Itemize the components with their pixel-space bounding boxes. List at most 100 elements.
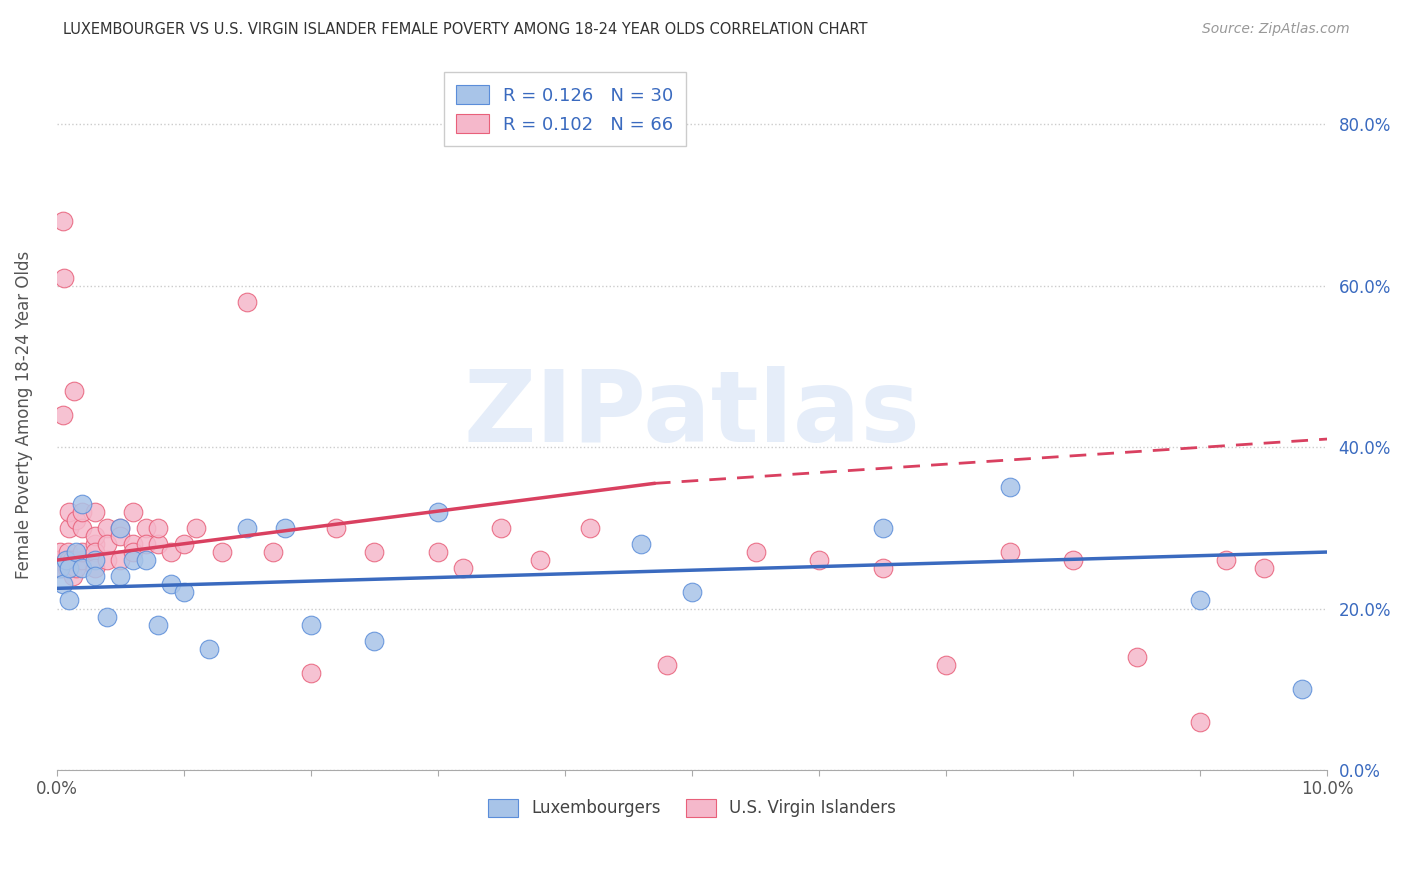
Point [363,633,385,648]
Point [53,270,76,285]
Point [325,521,347,535]
Point [262,545,284,559]
Point [121,505,143,519]
Point [51,561,73,575]
Point [426,545,449,559]
Point [681,585,703,599]
Point [65,545,87,559]
Text: Source: ZipAtlas.com: Source: ZipAtlas.com [1202,22,1350,37]
Point [108,529,131,543]
Point [83,561,105,575]
Point [46,561,69,575]
Point [655,658,678,673]
Point [236,294,259,309]
Point [998,480,1021,494]
Point [108,569,131,583]
Point [491,521,513,535]
Point [70,545,93,559]
Point [65,513,87,527]
Point [58,553,80,567]
Point [160,545,183,559]
Point [148,521,170,535]
Point [935,658,957,673]
Point [211,545,233,559]
Point [630,537,652,551]
Point [49,561,72,575]
Point [108,521,131,535]
Point [65,561,87,575]
Point [96,521,118,535]
Point [63,384,86,398]
Point [83,529,105,543]
Point [186,521,208,535]
Point [121,553,143,567]
Point [70,553,93,567]
Point [58,561,80,575]
Point [70,561,93,575]
Point [173,537,195,551]
Point [872,561,894,575]
Point [998,545,1021,559]
Point [1062,553,1084,567]
Point [808,553,831,567]
Point [1215,553,1237,567]
Point [148,617,170,632]
Point [52,214,75,228]
Point [55,561,77,575]
Point [58,505,80,519]
Text: ZIPatlas: ZIPatlas [464,367,921,463]
Point [83,537,105,551]
Point [58,561,80,575]
Point [83,545,105,559]
Point [198,641,221,656]
Point [872,521,894,535]
Point [579,521,602,535]
Point [135,553,157,567]
Point [299,666,322,681]
Point [1189,714,1212,729]
Point [58,521,80,535]
Point [70,497,93,511]
Point [1189,593,1212,607]
Point [52,408,75,422]
Point [148,537,170,551]
Point [48,553,70,567]
Point [451,561,474,575]
Point [52,577,75,591]
Point [1126,650,1149,665]
Point [56,545,79,559]
Point [108,553,131,567]
Legend: Luxembourgers, U.S. Virgin Islanders: Luxembourgers, U.S. Virgin Islanders [479,790,904,826]
Point [70,505,93,519]
Point [121,545,143,559]
Point [744,545,766,559]
Point [58,593,80,607]
Point [96,553,118,567]
Point [83,569,105,583]
Point [70,521,93,535]
Point [83,553,105,567]
Point [96,609,118,624]
Point [62,569,84,583]
Text: LUXEMBOURGER VS U.S. VIRGIN ISLANDER FEMALE POVERTY AMONG 18-24 YEAR OLDS CORREL: LUXEMBOURGER VS U.S. VIRGIN ISLANDER FEM… [63,22,868,37]
Point [55,553,77,567]
Point [83,505,105,519]
Point [60,553,83,567]
Point [135,521,157,535]
Point [529,553,551,567]
Point [173,585,195,599]
Point [160,577,183,591]
Point [299,617,322,632]
Point [1253,561,1275,575]
Point [55,553,77,567]
Point [108,521,131,535]
Point [236,521,259,535]
Point [121,537,143,551]
Point [49,545,72,559]
Point [363,545,385,559]
Point [426,505,449,519]
Point [274,521,297,535]
Point [135,537,157,551]
Point [1291,682,1313,697]
Y-axis label: Female Poverty Among 18-24 Year Olds: Female Poverty Among 18-24 Year Olds [15,251,32,579]
